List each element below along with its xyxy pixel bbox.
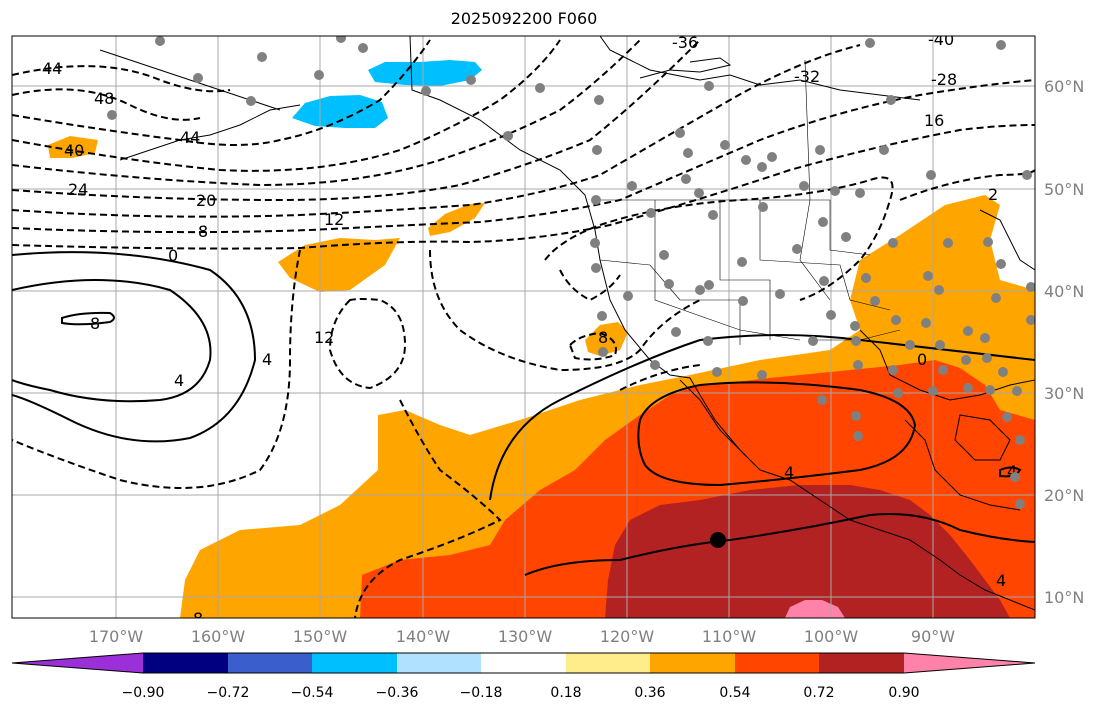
contour-label: 4 — [996, 571, 1006, 590]
colorbar-segment — [228, 653, 312, 673]
lon-label: 90°W — [911, 627, 955, 646]
colorbar-tick: −0.18 — [460, 685, 503, 701]
colorbar-segment — [819, 653, 904, 673]
colorbar-ticks: −0.90 −0.72 −0.54 −0.36 −0.18 0.18 0.36 … — [122, 685, 920, 701]
contour-label: -40 — [928, 30, 954, 49]
contour-label: 48 — [94, 89, 114, 108]
colorbar-segment — [481, 653, 566, 673]
colorbar-segment — [312, 653, 397, 673]
colorbar-tick: 0.72 — [803, 685, 834, 701]
colorbar-tick: −0.36 — [376, 685, 419, 701]
firebrick-fill-region — [605, 485, 1010, 618]
contour-label: 16 — [924, 111, 944, 130]
map-area: 44 48 40 44 24 20 8 12 0 8 4 4 12 -36 -3… — [12, 30, 1035, 628]
contour-labels: 44 48 40 44 24 20 8 12 0 8 4 4 12 -36 -3… — [42, 30, 1017, 628]
lon-label: 140°W — [396, 627, 451, 646]
lat-label: 30°N — [1044, 384, 1084, 403]
colorbar-segment — [650, 653, 735, 673]
colorbar-segment — [143, 653, 228, 673]
colorbar-tick: 0.90 — [888, 685, 919, 701]
pink-fill-region — [785, 600, 845, 618]
latitude-labels: 60°N 50°N 40°N 30°N 20°N 10°N — [1044, 77, 1084, 607]
lat-label: 60°N — [1044, 77, 1084, 96]
longitude-labels: 170°W 160°W 150°W 140°W 130°W 120°W 110°… — [89, 627, 955, 646]
colorbar-tick: −0.90 — [122, 685, 165, 701]
state-borders — [599, 59, 901, 345]
colorbar-tick: −0.54 — [291, 685, 334, 701]
contour-label: -32 — [794, 67, 820, 86]
contour-label: 12 — [314, 328, 334, 347]
contour-label: 4 — [174, 371, 184, 390]
contour-label: 44 — [180, 128, 200, 147]
contour-label: 8 — [193, 609, 203, 628]
map-frame — [11, 35, 1036, 619]
contour-label: 20 — [196, 191, 216, 210]
skyblue-fill-regions — [292, 60, 482, 128]
contour-label: 4 — [262, 350, 272, 369]
map-title: 2025092200 F060 — [450, 9, 598, 28]
lon-label: 100°W — [804, 627, 859, 646]
contour-label: 0 — [168, 246, 178, 265]
contour-label: 24 — [68, 180, 88, 199]
colorbar-extend-left — [12, 653, 143, 673]
lat-label: 10°N — [1044, 588, 1084, 607]
lon-label: 130°W — [498, 627, 553, 646]
contour-label: 4 — [1007, 462, 1017, 481]
colorbar-segment — [735, 653, 819, 673]
station-markers — [107, 36, 1035, 509]
contour-label: -36 — [672, 33, 698, 52]
colorbar-tick: 0.36 — [634, 685, 665, 701]
colorbar-extend-right — [904, 653, 1035, 673]
colorbar: −0.90 −0.72 −0.54 −0.36 −0.18 0.18 0.36 … — [11, 652, 1036, 701]
colorbar-segment — [397, 653, 481, 673]
contour-label: 40 — [64, 141, 84, 160]
contour-label: 8 — [598, 328, 608, 347]
contour-label: 12 — [324, 210, 344, 229]
lon-label: 110°W — [702, 627, 757, 646]
contour-label: 0 — [917, 350, 927, 369]
colorbar-tick: −0.72 — [207, 685, 250, 701]
lon-label: 120°W — [600, 627, 655, 646]
solid-contours — [12, 251, 1035, 576]
contour-label: -28 — [931, 70, 957, 89]
colorbar-tick: 0.18 — [550, 685, 581, 701]
lat-label: 40°N — [1044, 282, 1084, 301]
contour-label: 8 — [90, 314, 100, 333]
contour-label: 4 — [784, 463, 794, 482]
colorbar-segment — [566, 653, 650, 673]
contour-label: 44 — [42, 59, 62, 78]
dashed-contours — [12, 39, 1035, 618]
lon-label: 150°W — [293, 627, 348, 646]
lon-label: 170°W — [89, 627, 144, 646]
contour-label: 8 — [198, 222, 208, 241]
graticule — [12, 36, 1035, 618]
colorbar-tick: 0.54 — [719, 685, 750, 701]
lat-label: 50°N — [1044, 180, 1084, 199]
lat-label: 20°N — [1044, 486, 1084, 505]
black-marker — [710, 532, 726, 548]
contour-label: 2 — [988, 185, 998, 204]
lon-label: 160°W — [191, 627, 246, 646]
